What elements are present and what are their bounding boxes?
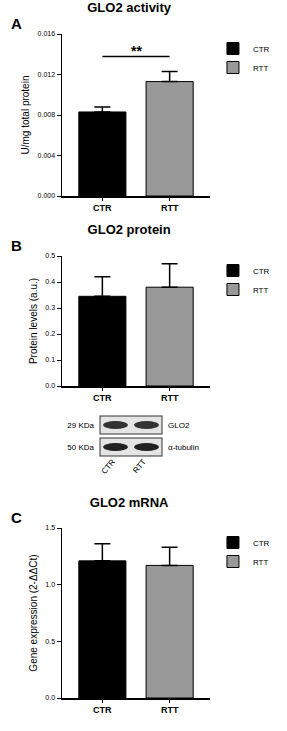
svg-text:Protein levels (a.u.): Protein levels (a.u.) <box>28 278 39 364</box>
svg-text:0.5: 0.5 <box>45 638 55 645</box>
svg-text:RTT: RTT <box>253 64 269 73</box>
svg-text:RTT: RTT <box>253 558 269 567</box>
svg-text:0.004: 0.004 <box>38 152 56 159</box>
svg-text:**: ** <box>131 43 142 59</box>
svg-text:CTR: CTR <box>100 457 118 476</box>
svg-text:29 KDa: 29 KDa <box>67 421 94 430</box>
svg-text:A: A <box>11 15 22 32</box>
svg-text:RTT: RTT <box>253 286 269 295</box>
svg-text:RTT: RTT <box>161 203 179 213</box>
svg-text:0.5: 0.5 <box>45 252 55 259</box>
svg-text:0.016: 0.016 <box>38 30 56 37</box>
svg-text:GLO2 mRNA: GLO2 mRNA <box>90 495 169 510</box>
svg-text:α-tubulin: α-tubulin <box>168 443 199 452</box>
svg-text:0.4: 0.4 <box>45 278 55 285</box>
svg-text:CTR: CTR <box>253 267 270 276</box>
svg-text:0.012: 0.012 <box>38 71 56 78</box>
svg-text:RTT: RTT <box>161 705 179 715</box>
svg-text:0.3: 0.3 <box>45 304 55 311</box>
svg-text:CTR: CTR <box>93 393 112 403</box>
svg-text:B: B <box>11 237 22 254</box>
svg-text:U/mg total protein: U/mg total protein <box>20 76 31 155</box>
svg-text:0.000: 0.000 <box>38 192 56 199</box>
svg-text:1.0: 1.0 <box>45 581 55 588</box>
svg-text:CTR: CTR <box>93 705 112 715</box>
svg-text:GLO2 activity: GLO2 activity <box>87 0 172 15</box>
svg-text:C: C <box>11 509 22 526</box>
svg-text:0.008: 0.008 <box>38 111 56 118</box>
svg-text:GLO2 protein: GLO2 protein <box>88 222 171 237</box>
svg-text:RTT: RTT <box>161 393 179 403</box>
svg-text:CTR: CTR <box>93 203 112 213</box>
svg-text:0.1: 0.1 <box>45 356 55 363</box>
svg-text:CTR: CTR <box>253 45 270 54</box>
svg-text:GLO2: GLO2 <box>168 421 190 430</box>
svg-text:RTT: RTT <box>131 457 148 475</box>
svg-text:0.0: 0.0 <box>45 694 55 701</box>
svg-text:CTR: CTR <box>253 539 270 548</box>
svg-text:0.2: 0.2 <box>45 330 55 337</box>
svg-text:50 KDa: 50 KDa <box>67 443 94 452</box>
svg-text:Gene expression (2-ΔΔCt): Gene expression (2-ΔΔCt) <box>28 554 39 671</box>
svg-text:1.5: 1.5 <box>45 524 55 531</box>
svg-text:0.0: 0.0 <box>45 382 55 389</box>
